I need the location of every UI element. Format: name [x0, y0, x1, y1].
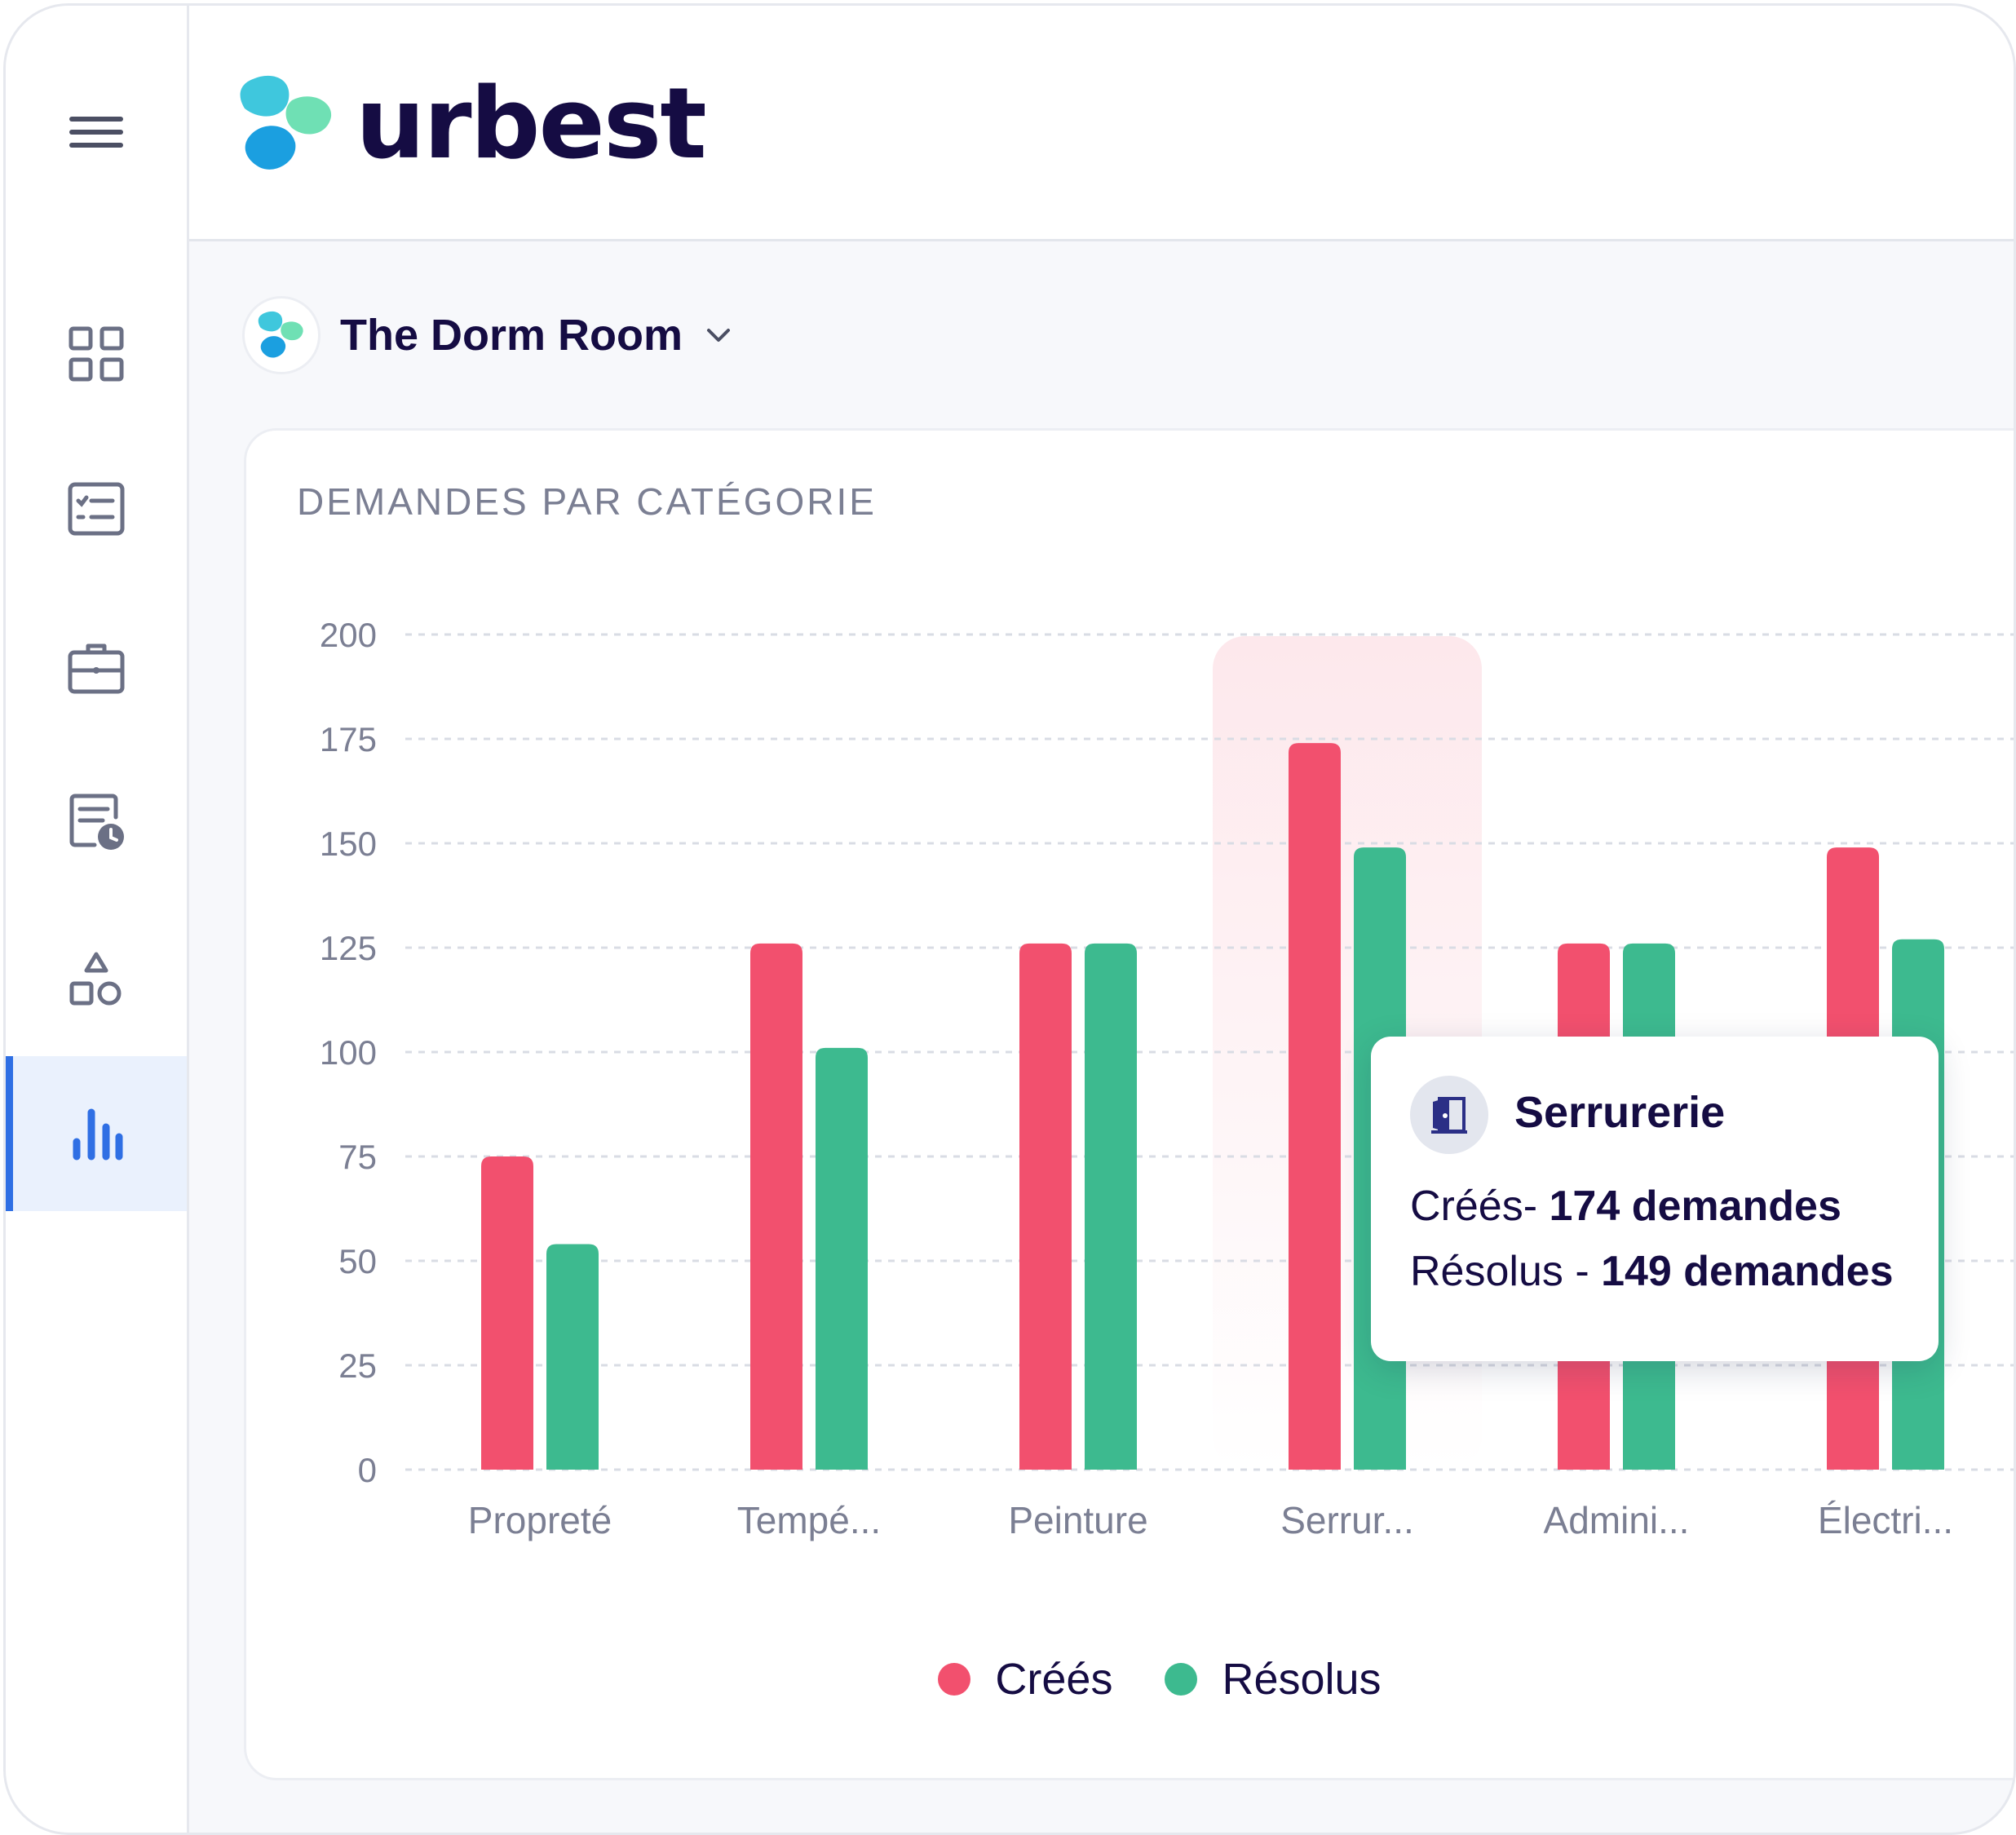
sidebar-item-planning[interactable] — [6, 745, 187, 900]
top-bar: urbest — [189, 6, 2014, 241]
urbest-logo-icon — [258, 311, 303, 358]
x-tick-label: Propreté — [468, 1499, 612, 1541]
urbest-logo-icon — [240, 75, 332, 170]
bar-created[interactable] — [481, 1156, 533, 1470]
tooltip-created-value: 174 demandes — [1549, 1183, 1841, 1230]
y-tick-label: 100 — [320, 1033, 377, 1072]
legend-label-resolved: Résolus — [1222, 1655, 1382, 1704]
door-lock-icon — [1431, 1097, 1467, 1134]
bar-resolved[interactable] — [816, 1047, 868, 1470]
workspace-name: The Dorm Room — [340, 311, 683, 360]
chevron-down-icon — [707, 329, 731, 342]
bar-chart-icon — [73, 1108, 123, 1161]
sidebar — [6, 6, 189, 1833]
chart-title: DEMANDES PAR CATÉGORIE — [297, 480, 877, 523]
sidebar-item-assets[interactable] — [6, 903, 187, 1058]
legend-item-created[interactable]: Créés — [938, 1654, 1112, 1705]
y-tick-label: 125 — [320, 929, 377, 967]
legend-item-resolved[interactable]: Résolus — [1165, 1654, 1382, 1705]
x-tick-label: Électri... — [1818, 1499, 1953, 1541]
y-tick-label: 25 — [338, 1346, 377, 1385]
sidebar-item-dashboard[interactable] — [6, 276, 187, 431]
schedule-document-icon — [69, 794, 124, 850]
x-tick-label: Admini... — [1544, 1499, 1690, 1541]
y-tick-label: 50 — [338, 1242, 377, 1280]
bar-created[interactable] — [1019, 943, 1072, 1470]
tooltip-title: Serrurerie — [1514, 1088, 1726, 1137]
tooltip-created-label: Créés- — [1410, 1183, 1550, 1230]
legend-dot-resolved — [1165, 1663, 1198, 1696]
x-tick-label: Tempé... — [737, 1499, 881, 1541]
chart-tooltip: Serrurerie Créés- 174 demandes Résolus -… — [1371, 1037, 1939, 1361]
checklist-icon — [68, 482, 125, 536]
y-tick-label: 150 — [320, 825, 377, 863]
x-tick-label: Serrur... — [1280, 1499, 1414, 1541]
y-tick-label: 0 — [358, 1451, 377, 1489]
menu-button[interactable] — [6, 55, 187, 210]
x-tick-label: Peinture — [1008, 1499, 1147, 1541]
tooltip-resolved-value: 149 demandes — [1601, 1248, 1894, 1295]
tooltip-resolved-line: Résolus - 149 demandes — [1410, 1247, 1894, 1296]
bar-resolved[interactable] — [1085, 943, 1137, 1470]
tooltip-icon — [1410, 1076, 1488, 1154]
bar-created[interactable] — [1289, 743, 1341, 1470]
shapes-icon — [69, 952, 122, 1006]
brand-name: urbest — [356, 67, 707, 181]
sidebar-item-statistics[interactable] — [6, 1056, 187, 1211]
dashboard-grid-icon — [69, 326, 124, 382]
tooltip-resolved-label: Résolus - — [1410, 1248, 1602, 1295]
y-tick-label: 75 — [338, 1138, 377, 1176]
chart-legend: Créés Résolus — [246, 1654, 2014, 1705]
legend-label-created: Créés — [995, 1655, 1113, 1704]
toolbox-icon — [68, 643, 125, 694]
workspace-selector[interactable]: The Dorm Room — [242, 296, 735, 374]
tooltip-created-line: Créés- 174 demandes — [1410, 1182, 1841, 1231]
sidebar-item-tasks[interactable] — [6, 431, 187, 586]
y-tick-label: 200 — [320, 616, 377, 654]
y-tick-label: 175 — [320, 720, 377, 758]
workspace-logo — [242, 296, 321, 374]
bar-created[interactable] — [750, 943, 802, 1470]
legend-dot-created — [938, 1663, 971, 1696]
bar-resolved[interactable] — [546, 1244, 599, 1470]
app-window: urbest The Dorm Room DEMANDES PAR CATÉGO… — [3, 3, 2016, 1835]
sidebar-item-equipment[interactable] — [6, 590, 187, 745]
brand-logo[interactable]: urbest — [238, 63, 707, 185]
hamburger-menu-icon — [69, 117, 123, 148]
